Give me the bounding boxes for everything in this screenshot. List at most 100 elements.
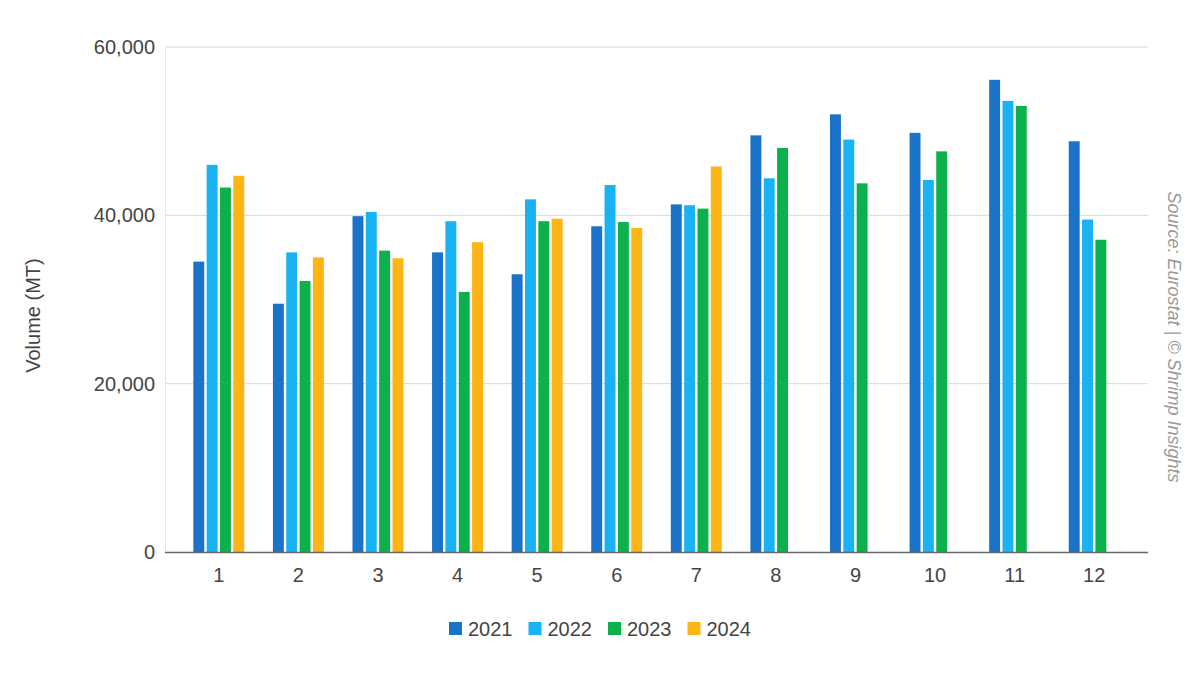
x-tick-label: 12 — [1083, 564, 1105, 586]
bar — [631, 228, 642, 552]
bar — [857, 183, 868, 552]
bar — [1069, 141, 1080, 552]
x-tick: 11 — [1004, 552, 1025, 586]
legend-item: 2022 — [529, 618, 593, 640]
bar — [843, 140, 854, 552]
y-axis: 0 20,000 40,000 60,000 — [94, 36, 166, 563]
x-tick: 4 — [452, 552, 463, 586]
legend-label: 2024 — [707, 618, 752, 640]
bar — [472, 242, 483, 552]
bar — [459, 292, 470, 552]
y-tick: 0 — [144, 541, 165, 563]
bars — [193, 80, 1106, 552]
legend-item: 2024 — [688, 618, 752, 640]
legend-swatch — [608, 622, 621, 635]
x-tick: 3 — [372, 552, 383, 586]
y-tick: 40,000 — [94, 204, 165, 226]
bar — [777, 148, 788, 552]
x-tick: 5 — [532, 552, 543, 586]
legend-label: 2022 — [548, 618, 593, 640]
x-tick: 10 — [924, 552, 946, 586]
legend-swatch — [529, 622, 542, 635]
x-tick-label: 4 — [452, 564, 463, 586]
x-tick-label: 3 — [372, 564, 383, 586]
x-tick-label: 2 — [293, 564, 304, 586]
bar — [432, 252, 443, 552]
bar — [910, 133, 921, 552]
x-tick: 9 — [850, 552, 861, 586]
x-tick-label: 6 — [611, 564, 622, 586]
bar — [538, 221, 549, 552]
x-tick: 6 — [611, 552, 622, 586]
bar — [697, 209, 708, 552]
bar — [379, 251, 390, 552]
y-tick-label: 0 — [144, 541, 155, 563]
bar — [313, 257, 324, 552]
bar — [591, 226, 602, 552]
y-tick: 60,000 — [94, 36, 165, 58]
x-axis: 123456789101112 — [165, 552, 1148, 586]
bar — [711, 167, 722, 552]
grid-line — [165, 215, 1148, 216]
x-tick-label: 11 — [1004, 564, 1025, 586]
x-tick: 8 — [770, 552, 781, 586]
bar — [1002, 101, 1013, 552]
legend-label: 2023 — [627, 618, 672, 640]
bar — [525, 199, 536, 552]
y-tick-label: 20,000 — [94, 373, 155, 395]
x-tick-label: 9 — [850, 564, 861, 586]
bar-series — [207, 101, 1093, 552]
bar — [233, 176, 244, 552]
grid-line — [165, 47, 1148, 48]
y-axis-line — [165, 48, 166, 553]
bar — [552, 219, 563, 552]
grid — [165, 47, 1148, 384]
legend: 2021 2022 2023 2024 — [449, 618, 751, 640]
y-tick: 20,000 — [94, 373, 165, 395]
bar — [923, 180, 934, 552]
x-tick-label: 5 — [532, 564, 543, 586]
x-axis-line — [165, 552, 1148, 553]
bar — [392, 258, 403, 552]
x-tick-label: 10 — [924, 564, 946, 586]
y-axis-title: Volume (MT) — [22, 258, 44, 372]
bar — [605, 185, 616, 552]
bar-series — [233, 167, 721, 552]
bar — [366, 212, 377, 552]
source-note: Source: Eurostat | © Shrimp Insights — [1164, 191, 1184, 482]
legend-label: 2021 — [468, 618, 513, 640]
bar — [286, 252, 297, 552]
x-tick: 2 — [293, 552, 304, 586]
y-tick-label: 40,000 — [94, 204, 155, 226]
bar — [1082, 220, 1093, 552]
x-tick-label: 8 — [770, 564, 781, 586]
bar — [193, 262, 204, 552]
x-tick: 12 — [1083, 552, 1105, 586]
legend-item: 2023 — [608, 618, 672, 640]
bar — [750, 135, 761, 552]
bar — [445, 221, 456, 552]
bar — [684, 205, 695, 552]
x-tick: 1 — [213, 552, 224, 586]
chart: 020,00040,00060,000123456789101112Volume… — [0, 0, 1200, 675]
legend-swatch — [688, 622, 701, 635]
x-tick-label: 7 — [691, 564, 702, 586]
bar — [300, 281, 311, 552]
bar-series — [220, 106, 1106, 552]
bar — [618, 222, 629, 552]
y-tick-label: 60,000 — [94, 36, 155, 58]
grid-line — [165, 383, 1148, 384]
legend-item: 2021 — [449, 618, 513, 640]
bar — [764, 178, 775, 552]
bar — [220, 188, 231, 552]
bar — [512, 274, 523, 552]
bar — [1016, 106, 1027, 552]
bar — [1095, 240, 1106, 552]
x-tick-label: 1 — [213, 564, 224, 586]
bar — [273, 304, 284, 552]
bar — [352, 216, 363, 552]
bar — [936, 151, 947, 552]
bar — [830, 114, 841, 552]
x-tick: 7 — [691, 552, 702, 586]
bar-series — [193, 80, 1079, 552]
